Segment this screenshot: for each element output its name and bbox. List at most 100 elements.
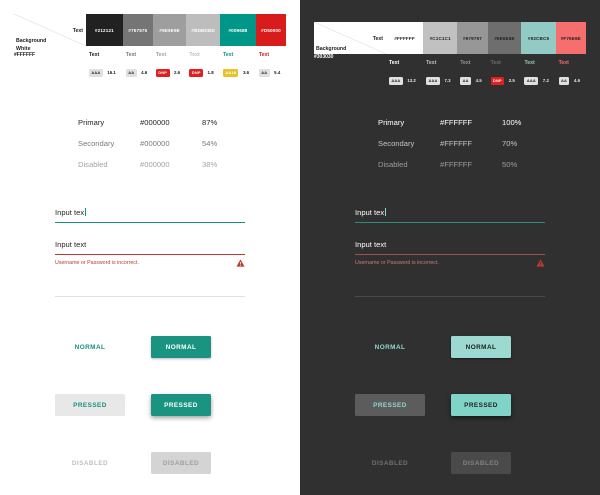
contrast-badge-cell: DNP 2.6 (153, 64, 187, 82)
swatch-chip: #BDBDBD (186, 14, 220, 46)
contrast-badge-cell: AA 4.6 (123, 64, 153, 82)
flat-button-pressed[interactable]: PRESSED (55, 394, 125, 416)
spec-percent: 54% (202, 139, 218, 148)
wcag-badge: AA (258, 68, 270, 77)
light-input-group: Input tex Input text Username or Passwor… (55, 202, 245, 278)
warning-triangle-icon (236, 259, 245, 268)
wcag-badge: AAA (389, 76, 403, 85)
axis-label-cell: Text Background (14, 14, 86, 46)
spec-row-secondary: Secondary #FFFFFF 70% (378, 133, 578, 154)
text-sample: Text (258, 52, 270, 58)
spec-label: Primary (78, 118, 105, 127)
text-sample: Text (490, 60, 501, 66)
raised-button-normal[interactable]: NORMAL (451, 336, 511, 358)
contrast-badge-cell: AAA 13.2 (386, 72, 423, 90)
dark-opacity-spec: Primary #FFFFFF 100% Secondary #FFFFFF 7… (378, 112, 578, 175)
focused-text-field[interactable]: Input tex (355, 202, 545, 224)
dark-button-group: NORMAL NORMAL PRESSED PRESSED DISABLED D… (355, 318, 555, 492)
text-sample: Text (189, 52, 200, 58)
contrast-badge-cell: AA18 3.6 (220, 64, 256, 82)
raised-button-pressed[interactable]: PRESSED (151, 394, 211, 416)
error-text-field[interactable]: Input text Username or Password is incor… (55, 234, 245, 268)
dark-swatch-table: Text Background #FFFFFF #C1C1C1 #979797 … (314, 22, 586, 90)
section-divider (55, 296, 245, 297)
contrast-ratio: 4.6 (141, 70, 148, 76)
text-sample: Text (389, 60, 400, 66)
spec-label: Secondary (78, 139, 115, 148)
dark-input-group: Input tex Input text Username or Passwor… (355, 202, 545, 278)
flat-button-normal[interactable]: NORMAL (55, 336, 125, 358)
wcag-badge: AA (125, 68, 137, 77)
background-color-label: #303030 (314, 54, 386, 90)
contrast-badge-cell: AAA 7.3 (423, 72, 457, 90)
axis-label-text: Text (72, 28, 83, 34)
wcag-badge: AAA (524, 76, 539, 85)
contrast-badge-cell: AA 4.6 (556, 72, 586, 90)
axis-label-text: Text (372, 36, 383, 42)
light-swatch-table: Text Background #212121 #757575 #9E9E9E … (14, 14, 286, 82)
spec-hex: #FFFFFF (440, 139, 473, 148)
contrast-ratio: 7.2 (542, 78, 549, 84)
background-color-label: White #FFFFFF (14, 46, 86, 82)
swatch-chip: #6E6E6E (487, 22, 522, 54)
light-theme-panel: Text Background #212121 #757575 #9E9E9E … (14, 14, 286, 492)
contrast-ratio: 3.6 (242, 70, 250, 76)
contrast-badge-cell: DNP 2.5 (488, 72, 522, 90)
button-row-normal: NORMAL NORMAL (55, 318, 255, 376)
focused-underline (55, 222, 245, 224)
text-sample: Text (125, 52, 137, 58)
raised-button-normal[interactable]: NORMAL (151, 336, 211, 358)
swatch-chip: #D50000 (255, 14, 286, 46)
flat-button-pressed[interactable]: PRESSED (355, 394, 425, 416)
swatch-chip: #979797 (457, 22, 488, 54)
dark-theme-panel: Text Background #FFFFFF #C1C1C1 #979797 … (300, 0, 600, 495)
spec-label: Disabled (378, 160, 408, 169)
spec-percent: 50% (502, 160, 518, 169)
swatch-chip: #F76E6E (555, 22, 586, 54)
contrast-ratio: 2.6 (174, 70, 181, 76)
spec-percent: 87% (202, 118, 218, 127)
spec-hex: #FFFFFF (440, 160, 473, 169)
spec-hex: #000000 (140, 160, 170, 169)
swatch-chip: #C1C1C1 (423, 22, 458, 54)
warning-triangle-icon (536, 259, 545, 268)
wcag-badge: AAA (426, 76, 440, 85)
focused-input-value: Input tex (55, 208, 85, 217)
focused-text-field[interactable]: Input tex (55, 202, 245, 224)
button-row-normal: NORMAL NORMAL (355, 318, 555, 376)
contrast-ratio: 2.5 (508, 78, 515, 84)
contrast-badge-cell: AAA 16.1 (86, 64, 123, 82)
spec-percent: 70% (502, 139, 518, 148)
swatch-chip: #757575 (122, 14, 153, 46)
spec-percent: 38% (202, 160, 218, 169)
button-row-disabled: DISABLED DISABLED (55, 434, 255, 492)
contrast-ratio: 16.1 (107, 70, 116, 76)
spec-row-primary: Primary #FFFFFF 100% (378, 112, 578, 133)
error-input-value: Input text (355, 240, 387, 250)
axis-label-cell: Text Background (314, 22, 386, 54)
spec-row-disabled: Disabled #000000 38% (78, 154, 278, 175)
spec-percent: 100% (502, 118, 522, 127)
button-row-disabled: DISABLED DISABLED (355, 434, 555, 492)
background-name: White (16, 46, 31, 52)
contrast-badge-cell: AAA 7.2 (521, 72, 555, 90)
error-text-field[interactable]: Input text Username or Password is incor… (355, 234, 545, 268)
wcag-badge: DNP (189, 68, 204, 77)
swatch-chip: #FFFFFF (386, 22, 424, 54)
text-sample: Text (558, 60, 569, 66)
button-row-pressed: PRESSED PRESSED (55, 376, 255, 434)
text-sample: Text (426, 60, 437, 66)
axis-label-background: Background (316, 46, 347, 52)
text-caret (384, 208, 386, 216)
flat-button-disabled: DISABLED (355, 452, 425, 474)
spec-label: Disabled (78, 160, 108, 169)
light-opacity-spec: Primary #000000 87% Secondary #000000 54… (78, 112, 278, 175)
flat-button-normal[interactable]: NORMAL (355, 336, 425, 358)
wcag-badge: DNP (155, 68, 170, 77)
spec-label: Secondary (378, 139, 415, 148)
raised-button-pressed[interactable]: PRESSED (451, 394, 511, 416)
background-hex: #303030 (314, 54, 334, 60)
raised-button-disabled: DISABLED (451, 452, 511, 474)
spec-hex: #FFFFFF (440, 118, 473, 127)
contrast-ratio: 4.5 (475, 78, 482, 84)
